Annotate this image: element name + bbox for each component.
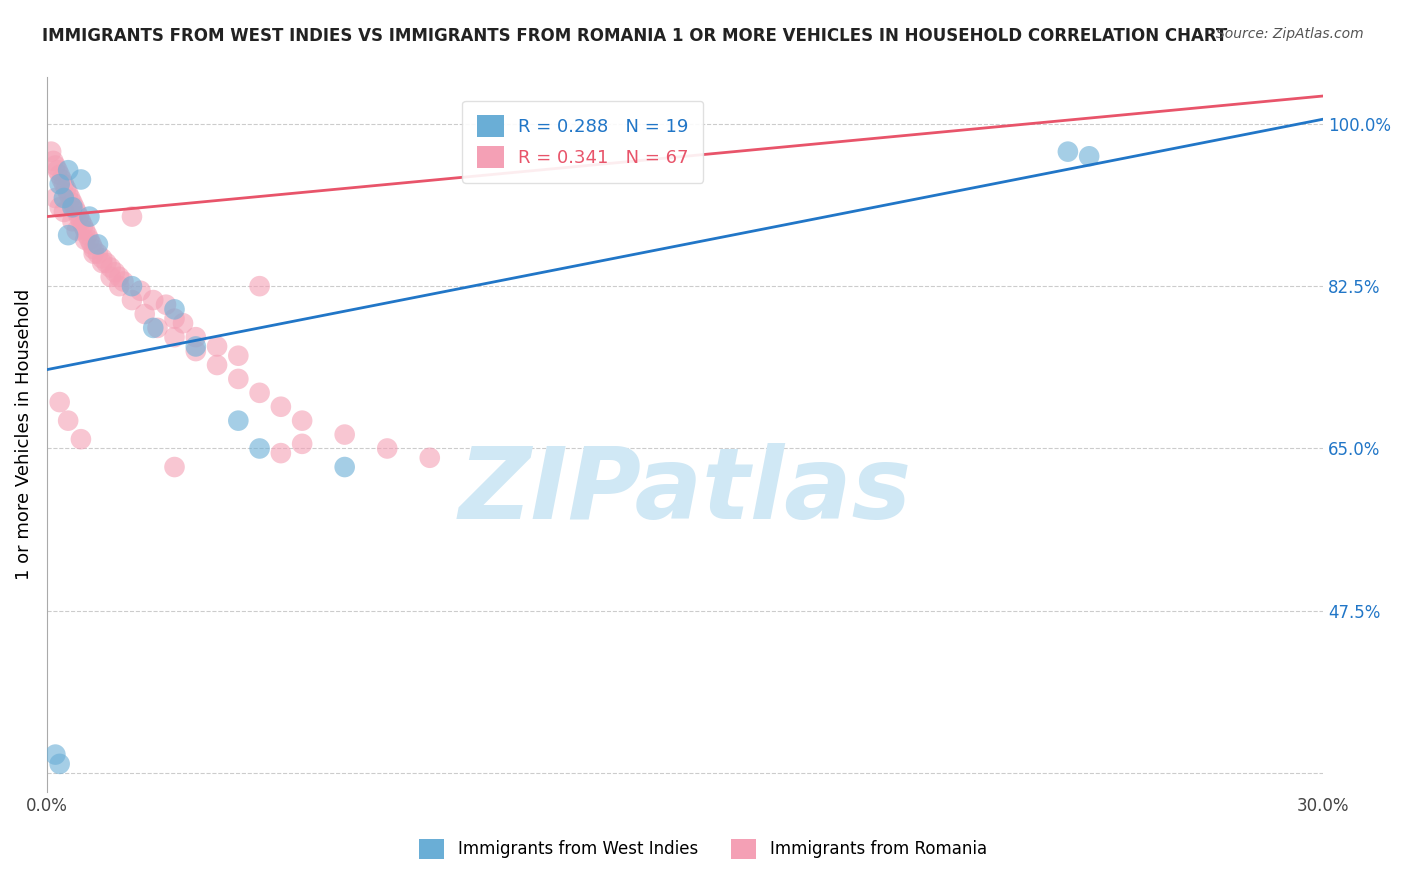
- Point: [87, 237, 110, 252]
- Point: [48, 177, 70, 191]
- Point: [39, 145, 62, 159]
- Point: [129, 284, 152, 298]
- Point: [228, 372, 250, 386]
- Point: [100, 260, 122, 275]
- Point: [66, 205, 89, 219]
- Point: [75, 233, 97, 247]
- Text: Source: ZipAtlas.com: Source: ZipAtlas.com: [1216, 27, 1364, 41]
- Text: IMMIGRANTS FROM WEST INDIES VS IMMIGRANTS FROM ROMANIA 1 OR MORE VEHICLES IN HOU: IMMIGRANTS FROM WEST INDIES VS IMMIGRANT…: [42, 27, 1227, 45]
- Point: [44, 159, 66, 173]
- Point: [48, 395, 70, 409]
- Point: [205, 339, 228, 353]
- Point: [163, 330, 186, 344]
- Point: [108, 269, 131, 284]
- Point: [63, 200, 86, 214]
- Point: [184, 339, 207, 353]
- Point: [228, 349, 250, 363]
- Point: [79, 210, 101, 224]
- Point: [52, 177, 75, 191]
- Point: [163, 302, 186, 317]
- Point: [70, 214, 93, 228]
- Point: [76, 228, 98, 243]
- Point: [108, 279, 131, 293]
- Point: [79, 233, 101, 247]
- Point: [80, 237, 103, 252]
- Point: [184, 344, 207, 359]
- Point: [333, 427, 356, 442]
- Point: [155, 298, 177, 312]
- Point: [59, 191, 82, 205]
- Point: [52, 205, 75, 219]
- Point: [55, 182, 77, 196]
- Point: [56, 163, 79, 178]
- Legend: R = 0.288   N = 19, R = 0.341   N = 67: R = 0.288 N = 19, R = 0.341 N = 67: [463, 101, 703, 183]
- Point: [44, 191, 66, 205]
- Point: [56, 186, 79, 201]
- Point: [163, 311, 186, 326]
- Point: [172, 316, 194, 330]
- Legend: Immigrants from West Indies, Immigrants from Romania: Immigrants from West Indies, Immigrants …: [412, 832, 994, 866]
- Point: [1078, 149, 1101, 163]
- Point: [75, 223, 97, 237]
- Point: [163, 460, 186, 475]
- Point: [44, 747, 66, 762]
- Point: [134, 307, 156, 321]
- Point: [142, 293, 165, 307]
- Point: [1057, 145, 1080, 159]
- Point: [146, 321, 169, 335]
- Point: [66, 223, 89, 237]
- Point: [333, 460, 356, 475]
- Point: [205, 358, 228, 372]
- Text: ZIPatlas: ZIPatlas: [458, 443, 911, 541]
- Point: [91, 252, 114, 266]
- Point: [91, 256, 114, 270]
- Point: [270, 446, 292, 460]
- Point: [87, 246, 110, 260]
- Point: [70, 432, 93, 446]
- Point: [228, 414, 250, 428]
- Point: [184, 330, 207, 344]
- Point: [62, 195, 84, 210]
- Point: [419, 450, 441, 465]
- Point: [375, 442, 398, 456]
- Point: [62, 214, 84, 228]
- Point: [100, 269, 122, 284]
- Point: [52, 191, 75, 205]
- Point: [121, 293, 143, 307]
- Point: [83, 242, 105, 256]
- Point: [121, 210, 143, 224]
- Point: [121, 279, 143, 293]
- Point: [48, 756, 70, 771]
- Point: [48, 168, 70, 182]
- Point: [142, 321, 165, 335]
- Point: [249, 279, 271, 293]
- Y-axis label: 1 or more Vehicles in Household: 1 or more Vehicles in Household: [15, 289, 32, 580]
- Point: [291, 414, 314, 428]
- Point: [62, 200, 84, 214]
- Point: [104, 265, 127, 279]
- Point: [291, 437, 314, 451]
- Point: [249, 442, 271, 456]
- Point: [56, 228, 79, 243]
- Point: [112, 275, 135, 289]
- Point: [48, 200, 70, 214]
- Point: [51, 172, 73, 186]
- Point: [72, 219, 94, 233]
- Point: [70, 172, 93, 186]
- Point: [46, 163, 69, 178]
- Point: [42, 153, 65, 168]
- Point: [67, 210, 90, 224]
- Point: [83, 246, 105, 260]
- Point: [96, 256, 118, 270]
- Point: [56, 414, 79, 428]
- Point: [249, 385, 271, 400]
- Point: [270, 400, 292, 414]
